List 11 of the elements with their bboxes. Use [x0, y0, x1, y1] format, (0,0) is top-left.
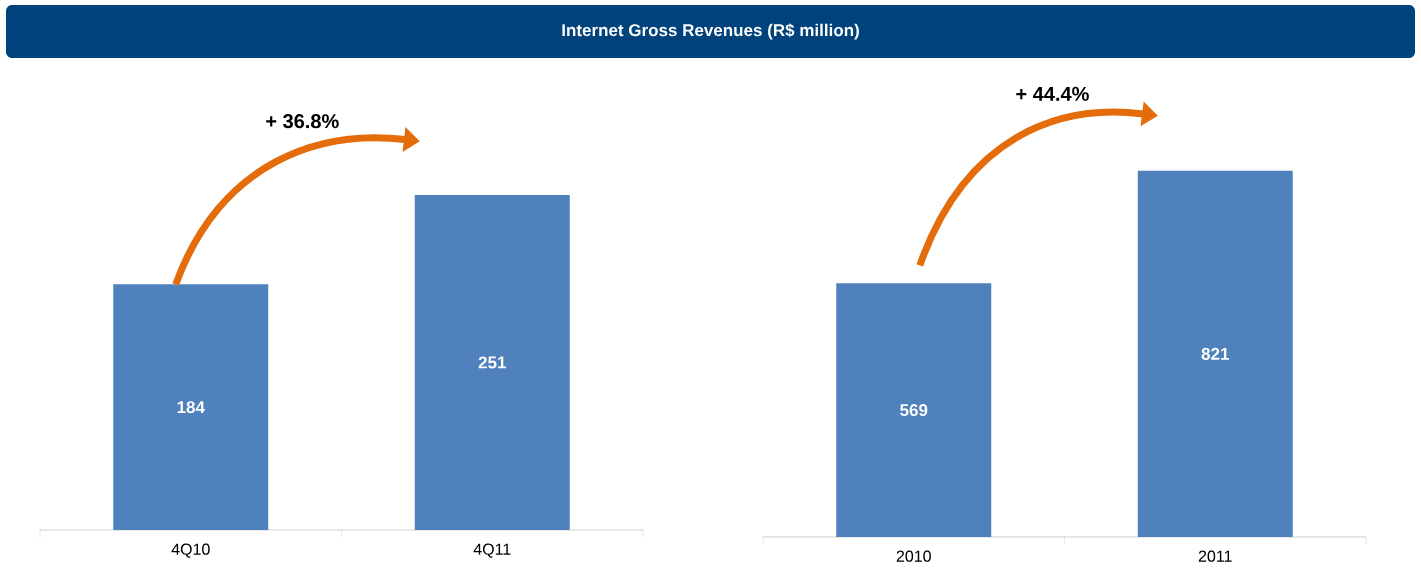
text: Internet Gross Revenues (R$ million) [562, 23, 859, 40]
data-label: 569 [900, 404, 928, 417]
text: + 44.4% [1016, 86, 1089, 101]
data-label: 821 [1201, 347, 1229, 360]
data-label: 184 [177, 401, 205, 414]
x-tick-label: 4Q10 [171, 543, 210, 558]
x-tick-label: 4Q11 [473, 543, 511, 558]
data-label: 251 [478, 356, 506, 369]
text: + 36.8% [266, 114, 339, 129]
x-tick-label: 2011 [1198, 550, 1232, 562]
x-tick-label: 2010 [896, 550, 931, 562]
